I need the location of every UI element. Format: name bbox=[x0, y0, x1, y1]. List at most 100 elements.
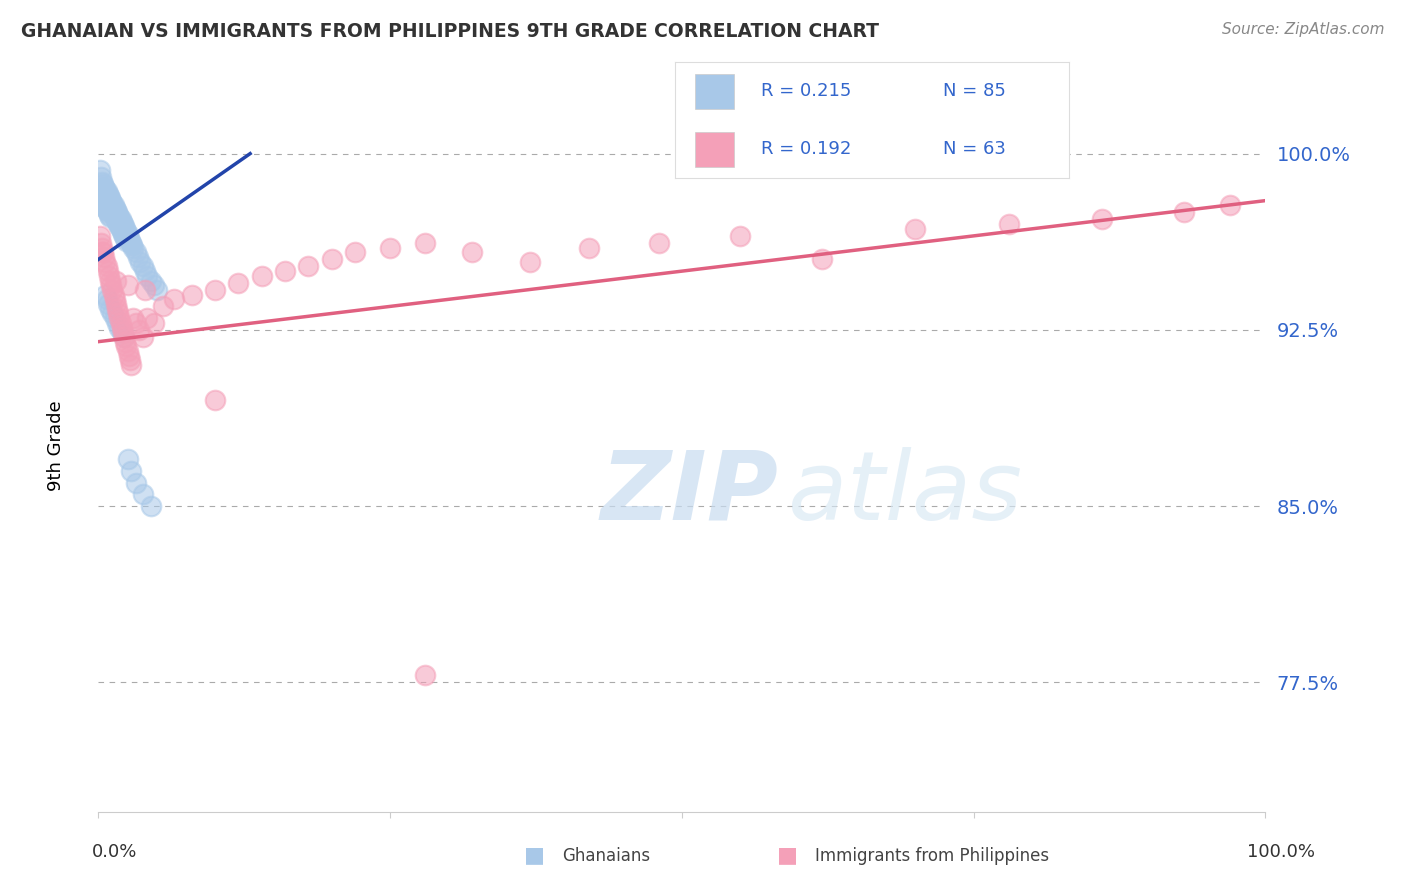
Point bbox=[93, 250, 115, 264]
Text: N = 85: N = 85 bbox=[942, 82, 1005, 101]
Point bbox=[97, 297, 120, 311]
Point bbox=[101, 205, 124, 219]
Point bbox=[105, 316, 128, 330]
Point bbox=[90, 235, 112, 250]
Point bbox=[90, 241, 112, 255]
Text: ■: ■ bbox=[778, 846, 797, 865]
Point bbox=[114, 231, 136, 245]
Point bbox=[297, 260, 319, 274]
Point bbox=[139, 274, 162, 288]
Point bbox=[97, 186, 120, 201]
Point bbox=[98, 210, 121, 224]
Point bbox=[114, 222, 136, 236]
Point bbox=[110, 316, 132, 330]
Point bbox=[129, 254, 152, 268]
Point bbox=[134, 283, 156, 297]
Point bbox=[1219, 198, 1241, 212]
Point bbox=[89, 163, 111, 178]
Point bbox=[118, 353, 141, 368]
Point bbox=[115, 224, 138, 238]
Point bbox=[125, 245, 148, 260]
Point bbox=[730, 228, 752, 243]
Point bbox=[93, 198, 115, 212]
Point bbox=[108, 311, 131, 326]
Point bbox=[647, 235, 669, 250]
Point bbox=[98, 301, 121, 316]
Point bbox=[100, 278, 122, 293]
Point bbox=[143, 316, 166, 330]
Text: ZIP: ZIP bbox=[600, 447, 778, 540]
Point bbox=[122, 311, 145, 326]
Point bbox=[103, 287, 125, 301]
Point bbox=[132, 330, 155, 344]
Point bbox=[94, 182, 117, 196]
Point bbox=[96, 293, 118, 307]
Point bbox=[101, 196, 124, 211]
Point bbox=[91, 245, 114, 260]
Point bbox=[100, 194, 122, 208]
Point bbox=[121, 238, 143, 252]
Point bbox=[94, 287, 117, 301]
Point bbox=[120, 464, 142, 478]
Point bbox=[134, 264, 156, 278]
Point bbox=[93, 179, 115, 194]
Point bbox=[111, 320, 134, 334]
Point bbox=[104, 210, 127, 224]
Point bbox=[461, 245, 484, 260]
Point bbox=[107, 208, 129, 222]
Point bbox=[90, 175, 112, 189]
Point bbox=[103, 198, 125, 212]
Point bbox=[127, 250, 149, 264]
Point bbox=[114, 334, 136, 349]
Point bbox=[104, 274, 127, 288]
Point bbox=[91, 186, 114, 201]
Point bbox=[132, 260, 155, 274]
Point bbox=[115, 234, 138, 248]
Point bbox=[578, 241, 600, 255]
Point bbox=[811, 252, 834, 267]
Point bbox=[104, 293, 127, 307]
Point bbox=[97, 189, 120, 203]
Point bbox=[204, 283, 226, 297]
Point bbox=[112, 330, 135, 344]
Point bbox=[904, 222, 927, 236]
FancyBboxPatch shape bbox=[695, 132, 734, 167]
Point bbox=[125, 475, 148, 490]
Text: GHANAIAN VS IMMIGRANTS FROM PHILIPPINES 9TH GRADE CORRELATION CHART: GHANAIAN VS IMMIGRANTS FROM PHILIPPINES … bbox=[21, 22, 879, 41]
Point bbox=[104, 202, 127, 217]
Point bbox=[94, 191, 117, 205]
Point bbox=[91, 177, 114, 191]
Point bbox=[104, 201, 127, 215]
Point bbox=[132, 487, 155, 501]
Point bbox=[97, 205, 120, 219]
Point bbox=[97, 196, 120, 211]
Point bbox=[117, 278, 139, 293]
Text: N = 63: N = 63 bbox=[942, 140, 1005, 159]
Point bbox=[107, 217, 129, 231]
Point bbox=[146, 283, 169, 297]
Text: Source: ZipAtlas.com: Source: ZipAtlas.com bbox=[1222, 22, 1385, 37]
Point bbox=[97, 198, 120, 212]
Point bbox=[250, 268, 273, 283]
Point bbox=[107, 306, 129, 320]
Text: R = 0.215: R = 0.215 bbox=[762, 82, 852, 101]
Point bbox=[111, 325, 134, 339]
Point bbox=[97, 264, 120, 278]
Point bbox=[118, 231, 141, 245]
Point bbox=[136, 311, 159, 326]
Point bbox=[122, 241, 145, 255]
Point bbox=[117, 344, 139, 359]
Text: 9th Grade: 9th Grade bbox=[48, 401, 65, 491]
Point bbox=[120, 235, 142, 250]
Text: 0.0%: 0.0% bbox=[91, 843, 136, 861]
Point bbox=[90, 184, 112, 198]
Point bbox=[111, 325, 134, 339]
Point bbox=[117, 452, 139, 467]
Point bbox=[90, 194, 112, 208]
Point bbox=[136, 268, 159, 283]
Point bbox=[112, 219, 135, 234]
Point bbox=[321, 252, 343, 267]
Point bbox=[125, 316, 148, 330]
Text: Immigrants from Philippines: Immigrants from Philippines bbox=[815, 847, 1050, 865]
Point bbox=[111, 224, 134, 238]
